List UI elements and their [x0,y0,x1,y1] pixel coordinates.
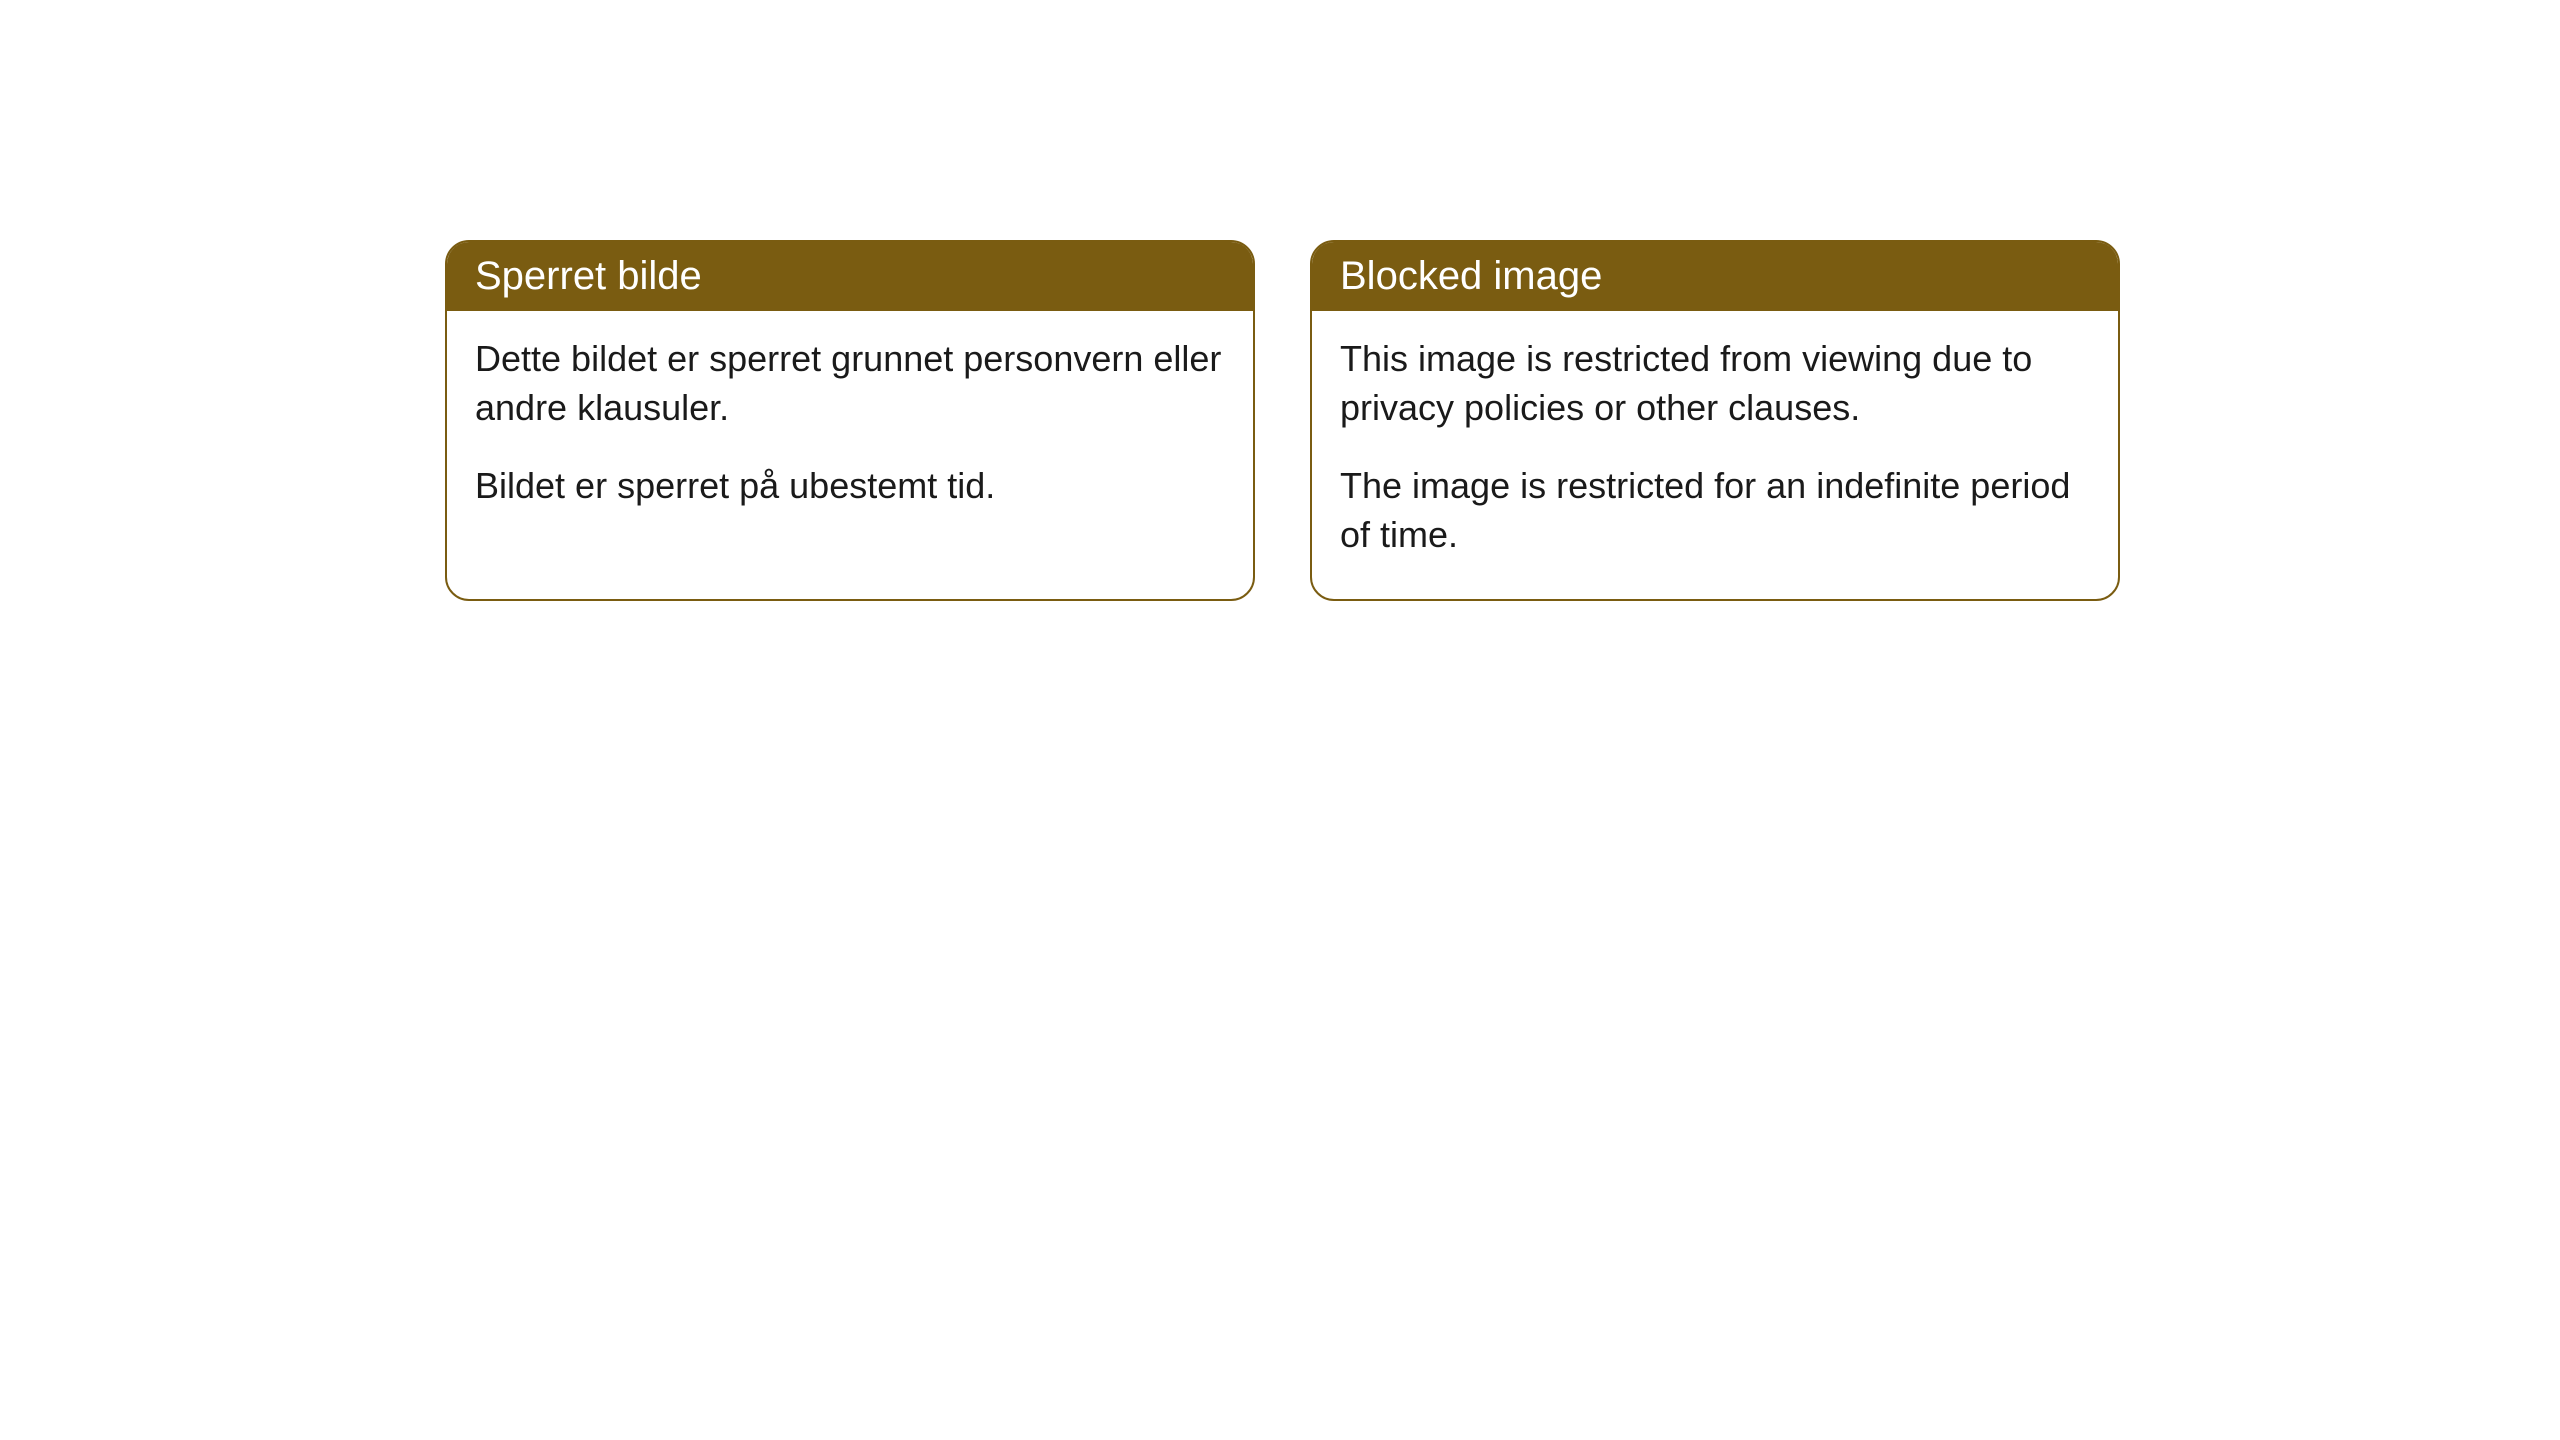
card-header: Blocked image [1312,242,2118,311]
card-title: Blocked image [1340,254,1602,298]
notice-text-1: This image is restricted from viewing du… [1340,335,2090,432]
notice-text-2: The image is restricted for an indefinit… [1340,462,2090,559]
notice-text-1: Dette bildet er sperret grunnet personve… [475,335,1225,432]
card-body: Dette bildet er sperret grunnet personve… [447,311,1253,551]
card-title: Sperret bilde [475,254,702,298]
card-header: Sperret bilde [447,242,1253,311]
blocked-image-card-english: Blocked image This image is restricted f… [1310,240,2120,601]
card-body: This image is restricted from viewing du… [1312,311,2118,599]
notice-text-2: Bildet er sperret på ubestemt tid. [475,462,1225,511]
notice-cards-container: Sperret bilde Dette bildet er sperret gr… [0,0,2560,601]
blocked-image-card-norwegian: Sperret bilde Dette bildet er sperret gr… [445,240,1255,601]
